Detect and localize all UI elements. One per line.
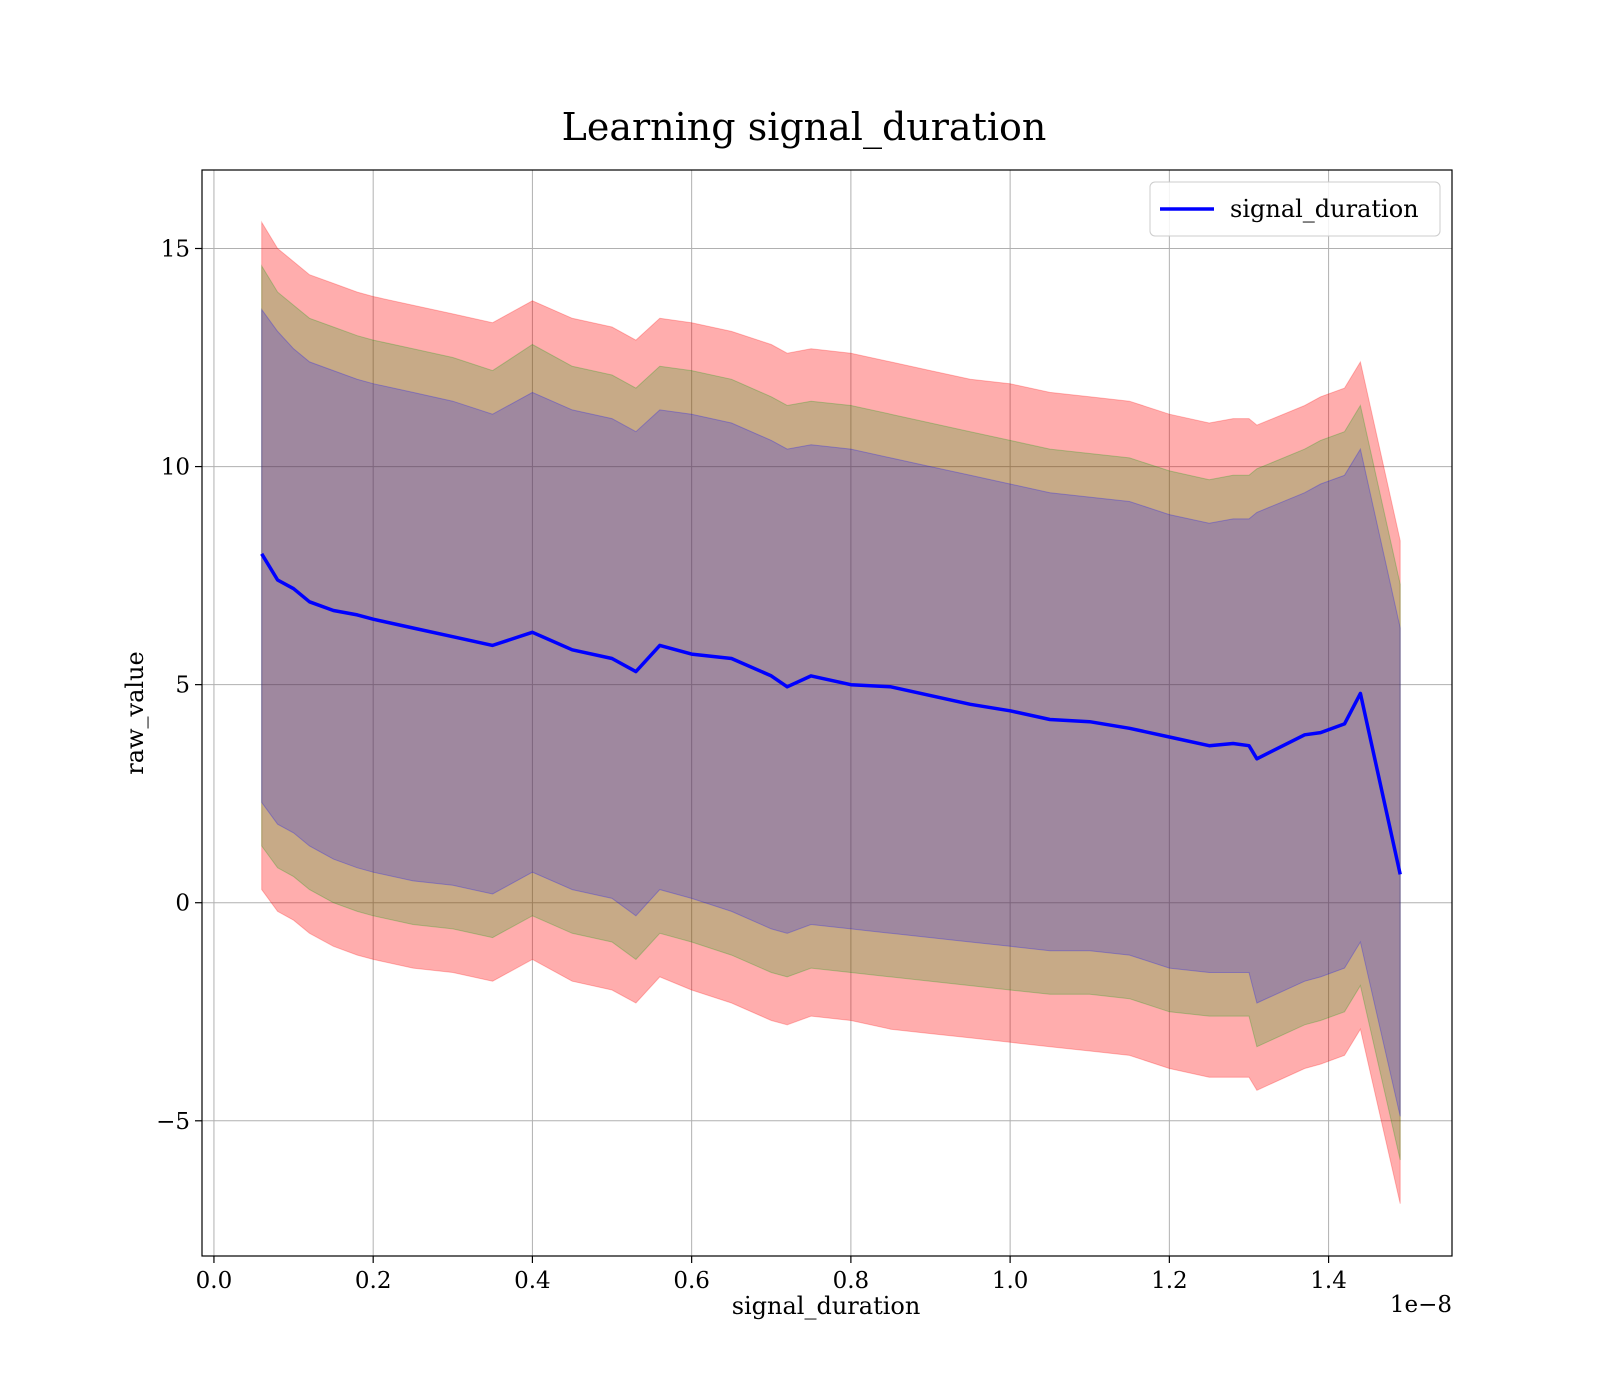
series-line-signal_duration — [260, 552, 1402, 875]
x-tick-label: 0.2 — [355, 1268, 392, 1294]
y-tick-label: −5 — [156, 1109, 190, 1135]
legend-box — [1149, 181, 1441, 237]
plot-area: 0.0 0.2 0.4 0.6 0.8 1.0 1.2 1.4 −5 0 5 10 15 signal_d… — [156, 169, 1453, 1294]
band-3sigma — [261, 220, 1401, 1204]
x-tick-label: 1.0 — [992, 1268, 1029, 1294]
y-tick-label: 5 — [175, 673, 190, 699]
plot-frame — [201, 169, 1453, 1257]
x-tick-label: 1.2 — [1151, 1268, 1188, 1294]
x-axis-label: signal_duration — [732, 1292, 921, 1320]
y-tick-label: 15 — [161, 237, 190, 263]
chart-title: Learning signal_duration — [562, 105, 1047, 150]
y-tick-label: 10 — [161, 455, 190, 481]
x-tick-label: 0.4 — [514, 1268, 551, 1294]
x-tick-label: 0.6 — [673, 1268, 710, 1294]
legend-label: signal_duration — [1230, 195, 1419, 223]
x-tick-label: 0.0 — [196, 1268, 233, 1294]
y-tick-label: 0 — [175, 891, 190, 917]
y-axis-label: raw_value — [121, 651, 149, 775]
x-tick-label: 0.8 — [833, 1268, 870, 1294]
band-1sigma — [261, 308, 1401, 1117]
x-axis-offset-text: 1e−8 — [1390, 1292, 1452, 1318]
x-tick-label: 1.4 — [1310, 1268, 1347, 1294]
band-2sigma — [261, 264, 1401, 1161]
legend: signal_duration — [1149, 181, 1441, 237]
